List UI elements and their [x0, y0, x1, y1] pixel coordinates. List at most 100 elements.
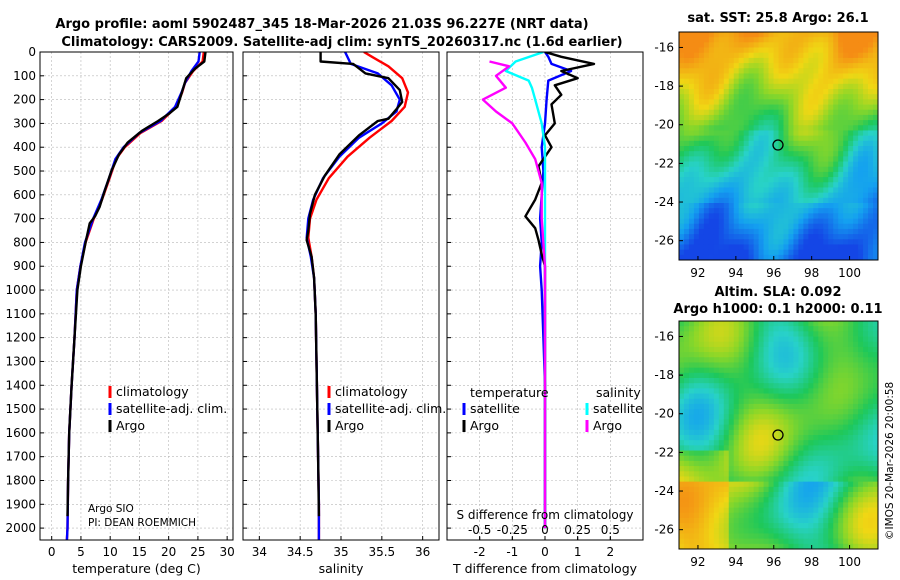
sst-cell [793, 192, 799, 199]
sla-lon-label: 92 [690, 555, 705, 569]
sst-cell [793, 73, 799, 80]
sla-cell [708, 346, 715, 353]
sst-cell [703, 32, 710, 38]
sla-cell [733, 502, 740, 508]
sla-cell [679, 341, 685, 348]
sst-cell [753, 213, 760, 219]
sla-cell [778, 476, 784, 483]
sla-cell [763, 326, 769, 332]
sla-cell [748, 492, 755, 498]
figure-title-line2: Climatology: CARS2009. Satellite-adj cli… [61, 35, 622, 50]
sla-cell [838, 481, 844, 488]
sla-cell [778, 388, 784, 394]
sst-cell [713, 254, 720, 261]
sla-cell [783, 435, 789, 441]
sla-cell [773, 538, 779, 545]
sst-cell [683, 177, 690, 183]
sst-cell [788, 187, 794, 194]
sla-cell [683, 517, 690, 524]
sla-cell [713, 357, 720, 363]
sst-cell [748, 47, 755, 54]
sla-cell [758, 533, 764, 540]
sst-cell [763, 213, 769, 219]
sla-cell [858, 502, 864, 508]
sst-cell [803, 228, 809, 235]
sla-cell [808, 393, 814, 400]
sla-cell [818, 523, 824, 529]
sla-cell [873, 512, 879, 519]
sst-cell [778, 125, 784, 131]
sla-cell [743, 372, 750, 379]
sst-cell [833, 223, 839, 230]
legend-title-salinity: salinity [596, 385, 641, 400]
sla-cell [828, 538, 834, 545]
sst-cell [793, 57, 799, 64]
sst-cell [858, 68, 864, 74]
sst-cell [723, 63, 730, 69]
sst-cell [718, 239, 725, 245]
sla-cell [853, 435, 859, 441]
sla-cell [778, 321, 784, 327]
sla-cell [848, 367, 854, 374]
sla-cell [758, 481, 764, 488]
sst-cell [868, 140, 874, 147]
sla-cell [763, 352, 769, 358]
sst-cell [748, 114, 755, 121]
sla-cell [798, 372, 804, 379]
sla-cell [708, 367, 715, 374]
sst-cell [728, 208, 735, 214]
sla-cell [828, 393, 834, 400]
sst-cell [833, 234, 839, 240]
sla-cell [873, 466, 879, 472]
sst-cell [698, 156, 705, 162]
sst-cell [743, 218, 750, 225]
sla-cell [728, 440, 735, 446]
sla-cell [679, 481, 685, 488]
sst-cell [733, 37, 740, 43]
sst-cell [733, 89, 740, 95]
sla-cell [738, 414, 745, 420]
sst-cell [848, 114, 854, 121]
sst-cell [833, 104, 839, 111]
sla-cell [848, 409, 854, 415]
sla-cell [858, 383, 864, 389]
sst-cell [828, 223, 834, 230]
sst-cell [758, 89, 764, 95]
x-tick-label: 5 [77, 545, 85, 559]
sst-cell [873, 197, 879, 204]
sla-cell [693, 476, 700, 483]
sla-cell [679, 492, 685, 498]
sla-cell [753, 486, 760, 493]
sla-cell [683, 455, 690, 462]
sst-cell [813, 125, 819, 131]
sla-cell [738, 357, 745, 363]
sla-cell [698, 341, 705, 348]
sst-cell [828, 47, 834, 54]
sla-cell [868, 440, 874, 446]
sst-cell [728, 104, 735, 111]
sla-cell [833, 362, 839, 369]
sla-cell [763, 481, 769, 488]
sst-cell [768, 68, 774, 74]
sst-cell [713, 218, 720, 225]
sst-cell [778, 208, 784, 214]
sst-cell [818, 244, 824, 251]
sla-cell [688, 517, 695, 524]
sst-cell [833, 99, 839, 105]
sla-cell [708, 502, 715, 508]
sst-cell [823, 254, 829, 261]
sst-cell [758, 228, 764, 235]
sst-cell [813, 254, 819, 261]
sst-cell [773, 135, 779, 142]
sla-cell [813, 429, 819, 436]
sst-cell [858, 182, 864, 188]
depth-tick-label: 0 [28, 45, 36, 59]
sla-cell [843, 450, 849, 457]
sst-cell [858, 223, 864, 230]
sst-cell [748, 32, 755, 38]
sla-cell [679, 409, 685, 415]
sst-cell [738, 57, 745, 64]
sla-cell [843, 486, 849, 493]
sst-cell [788, 89, 794, 95]
sla-cell [818, 440, 824, 446]
